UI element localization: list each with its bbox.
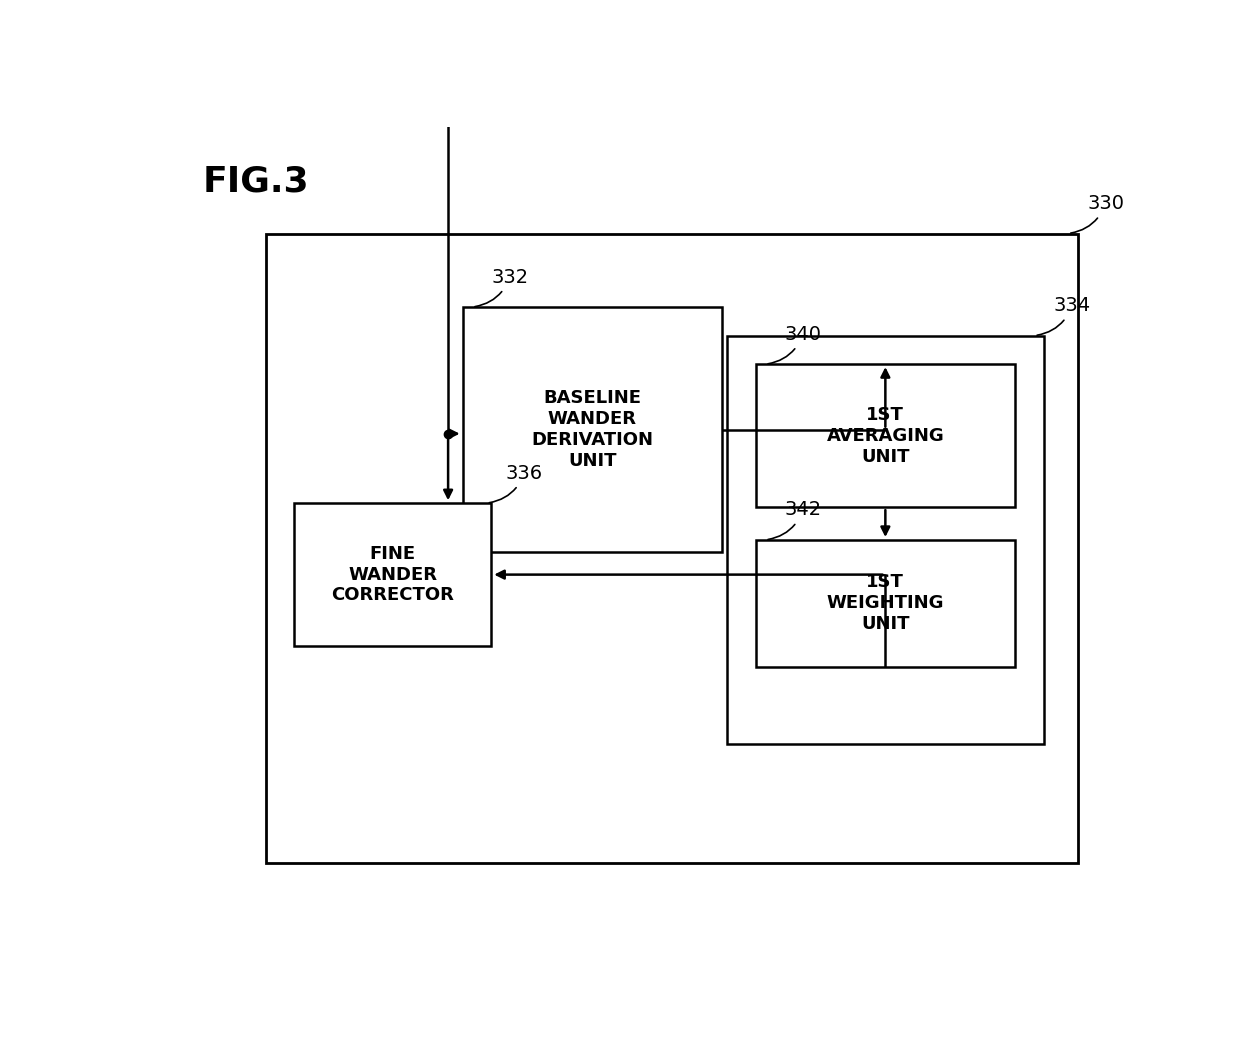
- Bar: [755, 364, 1016, 507]
- Text: 332: 332: [475, 267, 528, 307]
- Bar: [755, 540, 1016, 666]
- Text: FIG.3: FIG.3: [203, 164, 310, 198]
- Bar: [727, 335, 1044, 744]
- Bar: [463, 307, 722, 552]
- Text: 1ST
AVERAGING
UNIT: 1ST AVERAGING UNIT: [827, 406, 944, 466]
- Text: 340: 340: [768, 325, 821, 364]
- Text: 336: 336: [490, 464, 543, 503]
- Text: 1ST
WEIGHTING
UNIT: 1ST WEIGHTING UNIT: [827, 573, 944, 633]
- Text: FINE
WANDER
CORRECTOR: FINE WANDER CORRECTOR: [331, 544, 454, 605]
- Bar: [265, 233, 1078, 863]
- Text: 334: 334: [1037, 296, 1091, 335]
- Text: BASELINE
WANDER
DERIVATION
UNIT: BASELINE WANDER DERIVATION UNIT: [531, 389, 653, 470]
- Text: 342: 342: [768, 501, 822, 539]
- Bar: [294, 503, 491, 646]
- Text: 330: 330: [1070, 194, 1125, 233]
